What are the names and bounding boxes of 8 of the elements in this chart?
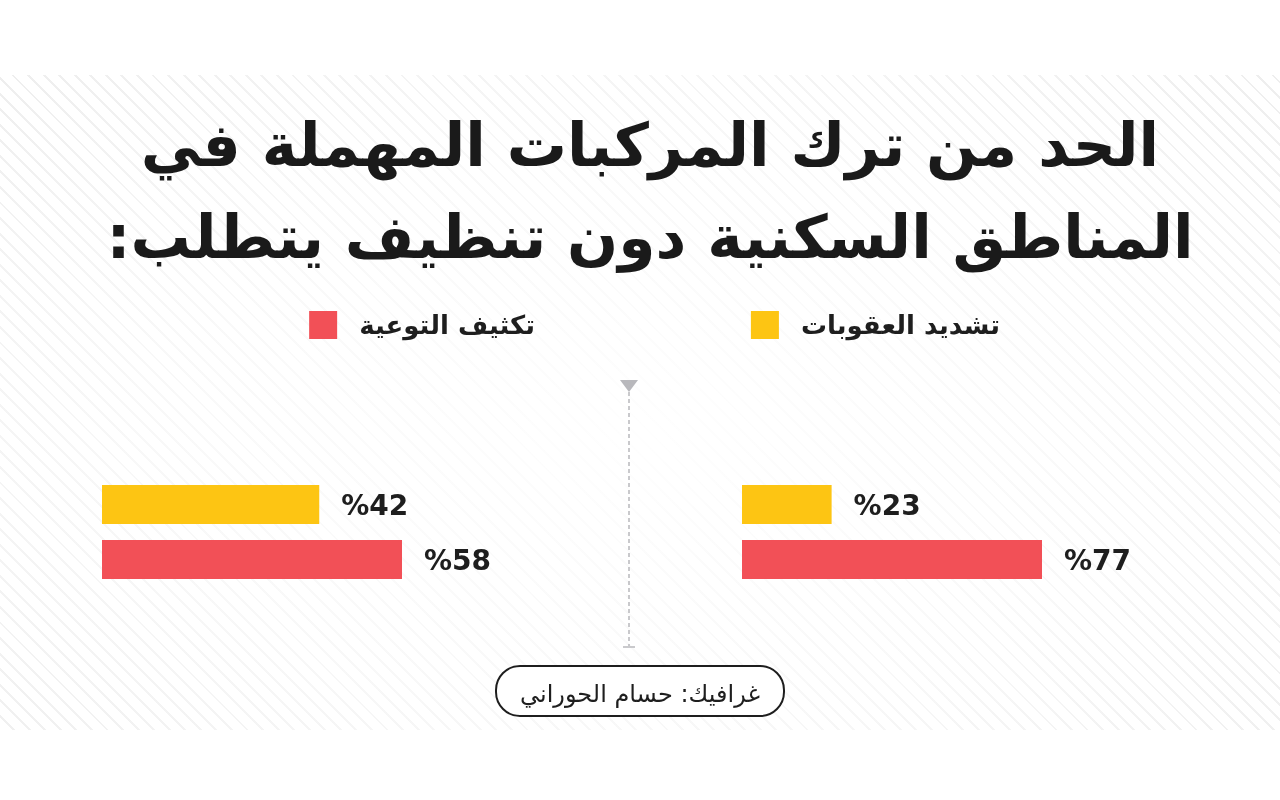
chart-title: الحد من ترك المركبات المهملة في المناطق السكنية دون تنظيف يتطلب:: [106, 110, 1194, 273]
data-label: %23: [853, 488, 921, 522]
legend-label: تكثيف التوعية: [359, 310, 535, 341]
data-label: %58: [424, 543, 492, 577]
data-label: %77: [1064, 543, 1132, 577]
data-label: %42: [341, 488, 409, 522]
text: غرافيك: حسام الحوراني: [520, 680, 760, 708]
legend-label: تشديد العقوبات: [800, 310, 1000, 341]
